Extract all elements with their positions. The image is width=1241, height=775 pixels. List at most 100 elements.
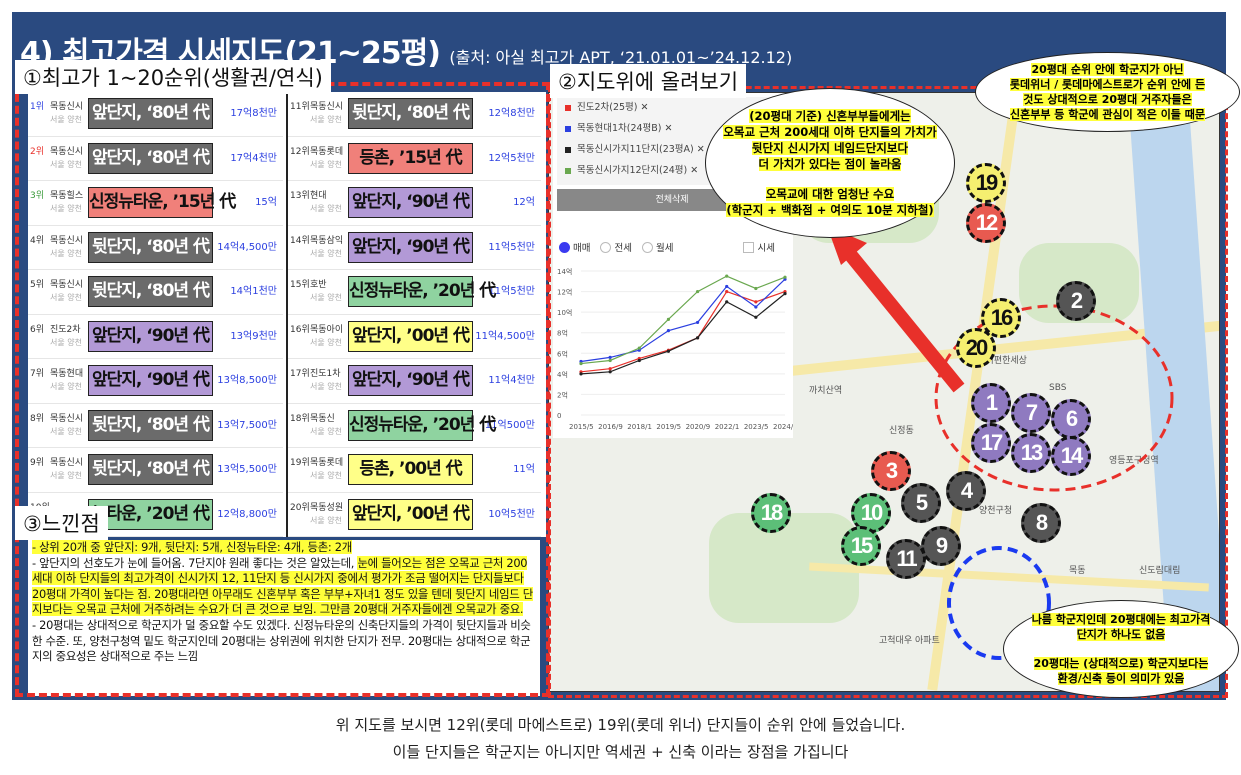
callout-text: (20평대 기준) 신혼부부들에게는: [749, 109, 911, 123]
apartment-address: 서울 양천: [310, 204, 342, 213]
callout-text: 신혼부부 등 학군에 관심이 적은 이들 때문: [1009, 108, 1206, 121]
table-row[interactable]: 13위 현대 서울 양천 12억 앞단지, ‘90년 代: [288, 181, 541, 226]
table-row[interactable]: 1위 목동신시 서울 양천 17억8천만 앞단지, ‘80년 代: [28, 92, 283, 137]
data-point: [754, 300, 758, 304]
map-marker-8[interactable]: 8: [1021, 503, 1061, 543]
callout-line: 더 가치가 있다는 점이 놀라움: [758, 156, 902, 172]
table-row[interactable]: 6위 진도2차 서울 양천 13억9천만 앞단지, ‘90년 代: [28, 315, 283, 359]
legend-item[interactable]: 목동신시가지11단지(23평A) ✕: [557, 139, 787, 160]
map-marker-11[interactable]: 11: [886, 539, 926, 579]
table-row[interactable]: 5위 목동신시 서울 양천 14억1천만 뒷단지, ‘80년 代: [28, 270, 283, 315]
map-marker-13[interactable]: 13: [1011, 433, 1051, 473]
apartment-name: 목동삼익: [310, 235, 344, 246]
radio-monthly[interactable]: 월세: [641, 240, 674, 254]
table-row[interactable]: 12위 목동롯데 서울 양천 12억5천만 등촌, ’15년 代: [288, 137, 541, 181]
max-price: 11억: [513, 464, 535, 475]
table-row[interactable]: 14위 목동삼익 서울 양천 11억5천만 앞단지, ‘90년 代: [288, 226, 541, 270]
map-marker-3[interactable]: 3: [871, 451, 911, 491]
map-place-label: 신정동: [889, 426, 914, 436]
table-row[interactable]: 4위 목동신시 서울 양천 14억4,500만 뒷단지, ‘80년 代: [28, 226, 283, 270]
price-checkbox[interactable]: 시세: [743, 240, 775, 254]
map-marker-7[interactable]: 7: [1011, 393, 1051, 433]
table-row[interactable]: 3위 목동힐스 서울 양천 15억 신정뉴타운, ’15년 代: [28, 181, 283, 226]
max-price: 12억8,800만: [217, 508, 277, 520]
rank-label: 6위: [30, 324, 45, 335]
front-complex-area: [934, 304, 1174, 492]
map-place-label: 고척대우 아파트: [879, 636, 940, 646]
complex-tag: 뒷단지, ‘80년 代: [348, 98, 473, 129]
legend-item[interactable]: 목동신시가지12단지(24평) ✕: [557, 160, 787, 181]
callout-line: 20평대는 (상대적으로) 학군지보다는: [1033, 656, 1209, 671]
complex-tag: 뒷단지, ‘80년 代: [88, 454, 213, 485]
apartment-name: 목동아이: [310, 324, 344, 335]
table-row[interactable]: 8위 목동신시 서울 양천 13억7,500만 뒷단지, ‘80년 代: [28, 404, 283, 448]
callout-text: 뒷단지 신시가지 네임드단지보다: [751, 141, 909, 155]
table-row[interactable]: 11위 목동신시 서울 양천 12억8천만 뒷단지, ‘80년 代: [288, 92, 541, 137]
callout-text: (학군지 + 백화점 + 여의도 10분 지하철): [726, 203, 934, 217]
max-price: 13억5,500만: [217, 464, 277, 475]
rank-label: 14위: [290, 235, 310, 246]
callout-school-district: 나름 학군지인데 20평대에는 최고가격 단지가 하나도 없음 20평대는 (상대적…: [1003, 600, 1239, 698]
legend-item[interactable]: 목동현대1차(24평B) ✕: [557, 118, 787, 139]
table-row[interactable]: 17위 진도1차 서울 양천 11억4천만 앞단지, ‘90년 代: [288, 359, 541, 404]
apartment-name: 목동신시: [310, 102, 344, 112]
rank-label: 5위: [30, 280, 45, 290]
complex-tag: 신정뉴타운, ’20년 代: [348, 276, 496, 307]
legend-label: 목동현대1차(24평B) ✕: [577, 123, 673, 134]
table-row[interactable]: 20위 목동성원 서울 양천 10억5천만 앞단지, ’00년 代: [288, 493, 541, 537]
map-marker-6[interactable]: 6: [1051, 399, 1091, 439]
map-marker-9[interactable]: 9: [921, 526, 961, 566]
map-marker-14[interactable]: 14: [1051, 436, 1091, 476]
table-row[interactable]: 7위 목동현대 서울 양천 13억8,500만 앞단지, ‘90년 代: [28, 359, 283, 404]
callout-text: 더 가치가 있다는 점이 놀라움: [758, 157, 902, 171]
map-marker-2[interactable]: 2: [1056, 281, 1096, 321]
callout-text: 오목교 근처 200세대 이하 단지들의 가치가: [723, 125, 937, 139]
data-point: [666, 317, 671, 321]
map-marker-12[interactable]: 12: [966, 203, 1006, 243]
data-point: [608, 367, 612, 371]
complex-tag: 뒷단지, ‘80년 代: [88, 276, 213, 307]
radio-label: 월세: [655, 243, 674, 254]
table-row[interactable]: 16위 목동아이 서울 양천 11억4,500만 앞단지, ’00년 代: [288, 315, 541, 359]
map-marker-5[interactable]: 5: [901, 483, 941, 523]
radio-sale[interactable]: 매매: [559, 240, 590, 254]
max-price: 13억7,500만: [217, 419, 277, 431]
ranking-column-1: 1위 목동신시 서울 양천 17억8천만 앞단지, ‘80년 代 2위 목동신시 서울 양천 1…: [28, 92, 283, 537]
note-school-district: - 20평대는 상대적으로 학군지가 덜 중요할 수도 있겠다. 신정뉴타운의 …: [32, 617, 531, 664]
legend-item[interactable]: 진도2차(25평) ✕: [557, 97, 787, 118]
map-marker-17[interactable]: 17: [971, 423, 1011, 463]
legend-swatch: [565, 146, 571, 153]
radio-jeonse[interactable]: 전세: [600, 240, 632, 254]
map-marker-4[interactable]: 4: [946, 471, 986, 511]
table-row[interactable]: 19위 목동롯데 서울 양천 11억 등촌, ’00년 代: [288, 448, 541, 493]
x-tick-label: 2015/5: [569, 423, 594, 431]
apartment-address: 서울 양천: [310, 159, 342, 169]
table-row[interactable]: 18위 목동신 서울 양천 11억500만 신정뉴타운, ’20년 代: [288, 404, 541, 448]
callout-line: 나름 학군지인데 20평대에는 최고가격: [1031, 612, 1211, 627]
table-row[interactable]: 15위 호반 서울 양천 11억5천만 신정뉴타운, ’20년 代: [288, 270, 541, 315]
callout-line: 오목교에 대한 엄청난 수요: [765, 186, 895, 202]
map-marker-15[interactable]: 15: [841, 526, 881, 566]
legend-label: 목동신시가지11단지(23평A) ✕: [577, 144, 705, 155]
map-marker-19[interactable]: 19: [966, 163, 1006, 203]
data-point: [637, 358, 641, 363]
max-price: 17억8천만: [230, 108, 277, 119]
school-district-area: [947, 546, 1051, 660]
table-row[interactable]: 9위 목동신시 서울 양천 13억5,500만 뒷단지, ‘80년 代: [28, 448, 283, 493]
apartment-address: 서울 양천: [50, 471, 82, 480]
table-row[interactable]: 2위 목동신시 서울 양천 17억4천만 앞단지, ‘80년 代: [28, 137, 283, 181]
footer-line-2: 이들 단지들은 학군지는 아니지만 역세권 + 신축 이라는 장점을 가집니다: [392, 743, 849, 761]
data-point: [608, 358, 612, 363]
x-tick-label: 2022/1: [715, 423, 740, 431]
max-price: 11억5천만: [488, 241, 535, 253]
y-tick-label: 4억: [557, 371, 568, 379]
y-tick-label: 2억: [557, 391, 568, 399]
map-marker-1[interactable]: 1: [971, 383, 1011, 423]
map-marker-18[interactable]: 18: [751, 493, 791, 533]
map-marker-20[interactable]: 20: [956, 328, 996, 368]
series-line: [580, 293, 786, 375]
callout-line: 것도 상대적으로 20평대 거주자들은: [1023, 92, 1192, 107]
apartment-address: 서울 양천: [310, 515, 342, 525]
